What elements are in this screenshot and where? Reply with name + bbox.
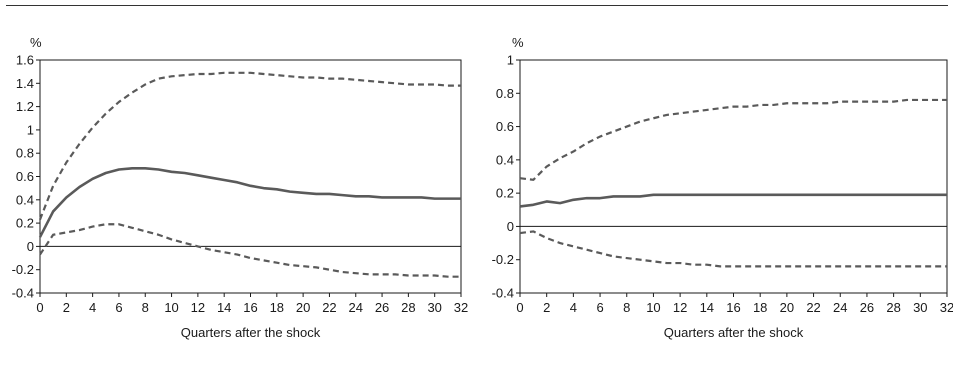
x-tick-label: 10	[646, 300, 660, 315]
plot-frame	[519, 59, 948, 294]
x-tick-label: 8	[623, 300, 630, 315]
y-tick-label: 0.4	[16, 192, 34, 207]
y-tick-label: -0.4	[492, 286, 514, 301]
y-tick-label: -0.4	[12, 286, 34, 301]
y-unit-label: %	[30, 35, 42, 50]
upper-band-line	[38, 71, 461, 221]
y-tick-label: 0.6	[16, 169, 34, 184]
x-tick-label: 8	[142, 300, 149, 315]
y-tick-label: 1.4	[16, 76, 34, 91]
y-tick-label: 1.2	[16, 99, 34, 114]
x-tick-label: 20	[296, 300, 310, 315]
x-axis-label: Quarters after the shock	[664, 325, 804, 340]
y-tick-label: 0.8	[16, 146, 34, 161]
x-tick-label: 22	[806, 300, 820, 315]
x-tick-label: 6	[596, 300, 603, 315]
x-tick-label: 16	[726, 300, 740, 315]
x-axis-label: Quarters after the shock	[181, 325, 321, 340]
x-tick-label: 0	[36, 300, 43, 315]
x-tick-label: 2	[63, 300, 70, 315]
x-tick-label: 30	[427, 300, 441, 315]
x-tick-label: 16	[243, 300, 257, 315]
x-tick-label: 30	[913, 300, 927, 315]
y-tick-label: 1	[507, 53, 514, 68]
y-tick-label: 1.6	[16, 53, 34, 68]
x-tick-label: 2	[543, 300, 550, 315]
y-tick-label: 0.4	[496, 152, 514, 167]
x-tick-label: 0	[516, 300, 523, 315]
y-tick-label: -0.2	[492, 252, 514, 267]
lower-band-line	[519, 230, 947, 268]
x-tick-label: 20	[780, 300, 794, 315]
x-tick-label: 18	[753, 300, 767, 315]
x-tick-label: 26	[375, 300, 389, 315]
x-tick-label: 6	[115, 300, 122, 315]
x-tick-label: 10	[164, 300, 178, 315]
x-tick-label: 24	[349, 300, 363, 315]
x-tick-label: 24	[833, 300, 847, 315]
x-tick-label: 28	[886, 300, 900, 315]
lower-band-line	[39, 223, 461, 278]
x-tick-label: 32	[940, 300, 953, 315]
x-tick-label: 14	[217, 300, 231, 315]
y-tick-label: 1	[27, 122, 34, 137]
top-rule	[6, 5, 948, 6]
x-tick-label: 12	[673, 300, 687, 315]
y-tick-label: -0.2	[12, 262, 34, 277]
y-unit-label: %	[512, 35, 524, 50]
x-tick-label: 4	[89, 300, 96, 315]
x-tick-label: 26	[860, 300, 874, 315]
y-tick-label: 0	[507, 219, 514, 234]
x-tick-label: 22	[322, 300, 336, 315]
y-tick-label: 0.6	[496, 119, 514, 134]
x-tick-label: 14	[700, 300, 714, 315]
x-tick-label: 32	[454, 300, 468, 315]
y-tick-label: 0.2	[496, 186, 514, 201]
x-tick-label: 18	[270, 300, 284, 315]
x-tick-label: 4	[570, 300, 577, 315]
response-line	[38, 167, 461, 238]
y-tick-label: 0.2	[16, 216, 34, 231]
x-tick-label: 12	[191, 300, 205, 315]
response-line	[519, 193, 947, 208]
chart-left: -0.4-0.200.20.40.60.811.21.41.60 2 4 6 8 10 12…	[12, 35, 469, 340]
y-tick-label: 0	[27, 239, 34, 254]
y-tick-label: 0.8	[496, 86, 514, 101]
upper-band-line	[519, 98, 947, 181]
x-tick-label: 28	[401, 300, 415, 315]
